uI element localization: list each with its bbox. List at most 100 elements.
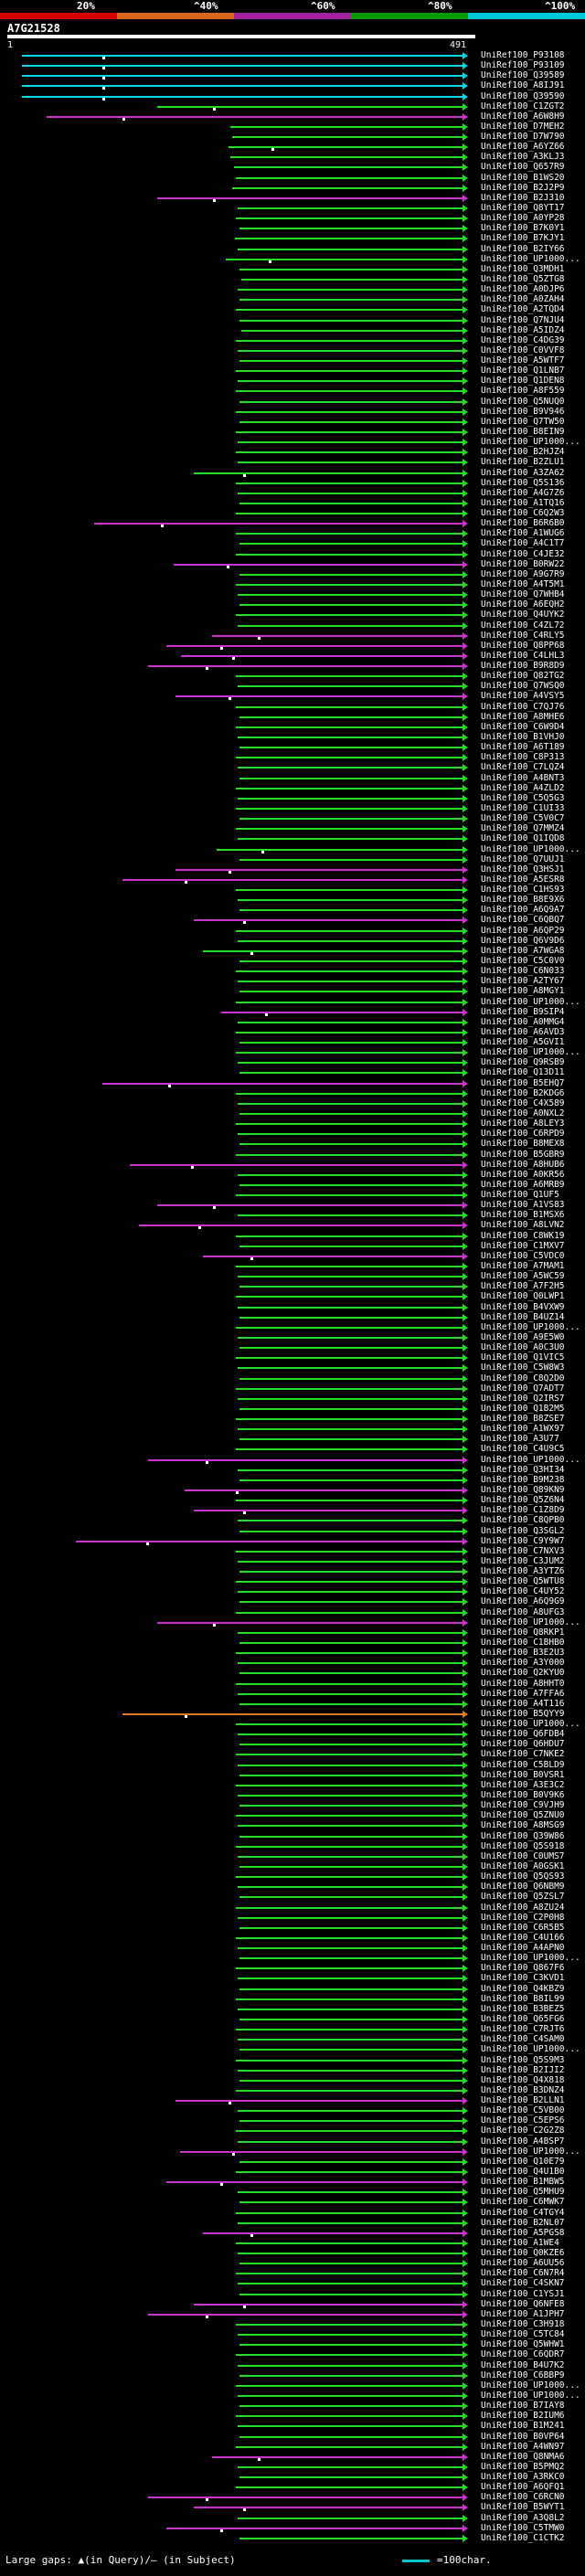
hit-row[interactable]: UniRef100_Q5ZSL7 — [0, 1892, 585, 1902]
hit-label[interactable]: UniRef100_Q5QS93 — [481, 1871, 565, 1882]
hit-row[interactable]: UniRef100_A9G7R9 — [0, 569, 585, 579]
hit-row[interactable]: UniRef100_A8HHT0 — [0, 1678, 585, 1689]
hit-row[interactable]: UniRef100_Q5ZTG8 — [0, 274, 585, 284]
hit-row[interactable]: UniRef100_UP1000... — [0, 1719, 585, 1729]
hit-label[interactable]: UniRef100_Q5S9M3 — [481, 2054, 565, 2065]
hit-label[interactable]: UniRef100_A5WTF7 — [481, 355, 565, 366]
hit-label[interactable]: UniRef100_Q7TW50 — [481, 416, 565, 427]
hit-row[interactable]: UniRef100_Q3SGL2 — [0, 1525, 585, 1536]
hit-row[interactable]: UniRef100_B8MEX8 — [0, 1139, 585, 1150]
hit-row[interactable]: UniRef100_B5GBR9 — [0, 1150, 585, 1160]
hit-row[interactable]: UniRef100_B0V9K6 — [0, 1790, 585, 1800]
hit-label[interactable]: UniRef100_Q6HDU7 — [481, 1739, 565, 1750]
hit-row[interactable]: UniRef100_B8EIN9 — [0, 427, 585, 437]
hit-label[interactable]: UniRef100_C4TGY4 — [481, 2207, 565, 2218]
hit-label[interactable]: UniRef100_Q8YT17 — [481, 203, 565, 214]
hit-row[interactable]: UniRef100_A3ZA62 — [0, 468, 585, 478]
hit-label[interactable]: UniRef100_A8HHT0 — [481, 1678, 565, 1689]
hit-label[interactable]: UniRef100_A5WC59 — [481, 1271, 565, 1282]
hit-label[interactable]: UniRef100_A7MAM1 — [481, 1261, 565, 1272]
hit-label[interactable]: UniRef100_A0C3U0 — [481, 1342, 565, 1353]
hit-label[interactable]: UniRef100_A0DJP6 — [481, 284, 565, 295]
hit-label[interactable]: UniRef100_A6UU56 — [481, 2258, 565, 2269]
hit-label[interactable]: UniRef100_C4JE32 — [481, 548, 565, 559]
hit-row[interactable]: UniRef100_A4WN97 — [0, 2442, 585, 2452]
hit-row[interactable]: UniRef100_C6RPD9 — [0, 1129, 585, 1139]
hit-label[interactable]: UniRef100_A0ZAH4 — [481, 294, 565, 305]
hit-row[interactable]: UniRef100_A3Q8L2 — [0, 2513, 585, 2523]
hit-row[interactable]: UniRef100_Q39590 — [0, 91, 585, 101]
hit-row[interactable]: UniRef100_B2J310 — [0, 193, 585, 203]
hit-label[interactable]: UniRef100_Q1LNB7 — [481, 366, 565, 376]
hit-row[interactable]: UniRef100_C4U166 — [0, 1933, 585, 1943]
hit-row[interactable]: UniRef100_A0DJP6 — [0, 284, 585, 295]
hit-label[interactable]: UniRef100_A8MGY1 — [481, 986, 565, 997]
hit-label[interactable]: UniRef100_Q1VIC5 — [481, 1352, 565, 1363]
hit-row[interactable]: UniRef100_A4BNT3 — [0, 773, 585, 783]
hit-row[interactable]: UniRef100_B3DNZ4 — [0, 2085, 585, 2095]
hit-row[interactable]: UniRef100_B2HJZ4 — [0, 447, 585, 458]
hit-label[interactable]: UniRef100_B8MEX8 — [481, 1139, 565, 1150]
hit-label[interactable]: UniRef100_Q6FDB4 — [481, 1729, 565, 1740]
hit-label[interactable]: UniRef100_Q82TG2 — [481, 671, 565, 682]
hit-row[interactable]: UniRef100_C9Y9W7 — [0, 1535, 585, 1546]
hit-label[interactable]: UniRef100_C3JUM2 — [481, 1555, 565, 1566]
hit-row[interactable]: UniRef100_Q657R9 — [0, 162, 585, 172]
hit-row[interactable]: UniRef100_A4BSP7 — [0, 2136, 585, 2147]
hit-row[interactable]: UniRef100_UP1000... — [0, 2147, 585, 2157]
hit-label[interactable]: UniRef100_C5VDC0 — [481, 1250, 565, 1261]
hit-label[interactable]: UniRef100_A5IDZ4 — [481, 324, 565, 335]
hit-label[interactable]: UniRef100_Q3SGL2 — [481, 1525, 565, 1536]
hit-label[interactable]: UniRef100_A4T5M1 — [481, 579, 565, 589]
hit-row[interactable]: UniRef100_A6YZ66 — [0, 142, 585, 152]
hit-row[interactable]: UniRef100_Q3MDH1 — [0, 264, 585, 274]
hit-label[interactable]: UniRef100_Q65FG6 — [481, 2013, 565, 2024]
hit-row[interactable]: UniRef100_A1JPH7 — [0, 2308, 585, 2319]
hit-label[interactable]: UniRef100_B2HJZ4 — [481, 447, 565, 458]
hit-label[interactable]: UniRef100_C4SKN7 — [481, 2278, 565, 2289]
hit-label[interactable]: UniRef100_A4G7Z6 — [481, 487, 565, 498]
hit-label[interactable]: UniRef100_Q1DEN8 — [481, 376, 565, 387]
hit-row[interactable]: UniRef100_B8E9X6 — [0, 895, 585, 905]
hit-label[interactable]: UniRef100_Q5S136 — [481, 477, 565, 488]
hit-label[interactable]: UniRef100_Q39589 — [481, 70, 565, 81]
hit-label[interactable]: UniRef100_UP1000... — [481, 843, 580, 854]
hit-label[interactable]: UniRef100_Q0KZE6 — [481, 2248, 565, 2259]
hit-row[interactable]: UniRef100_C1UI33 — [0, 803, 585, 813]
hit-label[interactable]: UniRef100_C9Y9W7 — [481, 1535, 565, 1546]
hit-row[interactable]: UniRef100_A0KR56 — [0, 1170, 585, 1180]
hit-row[interactable]: UniRef100_C4DG39 — [0, 335, 585, 345]
hit-row[interactable]: UniRef100_Q1B2M5 — [0, 1404, 585, 1414]
hit-label[interactable]: UniRef100_C7NKE2 — [481, 1749, 565, 1760]
hit-label[interactable]: UniRef100_C5TMW0 — [481, 2522, 565, 2533]
hit-row[interactable]: UniRef100_C4TGY4 — [0, 2207, 585, 2218]
hit-row[interactable]: UniRef100_A7F2H5 — [0, 1281, 585, 1291]
hit-label[interactable]: UniRef100_C8P313 — [481, 752, 565, 763]
hit-label[interactable]: UniRef100_UP1000... — [481, 1454, 580, 1465]
hit-row[interactable]: UniRef100_C4X589 — [0, 1098, 585, 1108]
hit-label[interactable]: UniRef100_C7RJT6 — [481, 2024, 565, 2035]
hit-label[interactable]: UniRef100_Q39W86 — [481, 1830, 565, 1841]
hit-label[interactable]: UniRef100_D7MEH2 — [481, 121, 565, 132]
hit-row[interactable]: UniRef100_A5WC59 — [0, 1271, 585, 1282]
hit-label[interactable]: UniRef100_UP1000... — [481, 1047, 580, 1058]
hit-label[interactable]: UniRef100_UP1000... — [481, 996, 580, 1007]
hit-row[interactable]: UniRef100_Q6NFE8 — [0, 2299, 585, 2309]
hit-label[interactable]: UniRef100_A1JPH7 — [481, 2308, 565, 2319]
hit-row[interactable]: UniRef100_B2ZLU1 — [0, 457, 585, 467]
hit-row[interactable]: UniRef100_P93108 — [0, 51, 585, 60]
hit-row[interactable]: UniRef100_Q4U1B0 — [0, 2167, 585, 2177]
hit-label[interactable]: UniRef100_C6N033 — [481, 966, 565, 977]
hit-row[interactable]: UniRef100_B6R6B0 — [0, 518, 585, 529]
hit-label[interactable]: UniRef100_B6R6B0 — [481, 518, 565, 529]
hit-row[interactable]: UniRef100_UP1000... — [0, 1617, 585, 1627]
hit-row[interactable]: UniRef100_Q7TW50 — [0, 416, 585, 427]
hit-label[interactable]: UniRef100_B9R8D9 — [481, 661, 565, 672]
hit-row[interactable]: UniRef100_C4SKN7 — [0, 2278, 585, 2289]
hit-label[interactable]: UniRef100_C5C0V0 — [481, 955, 565, 966]
hit-row[interactable]: UniRef100_A0GSK1 — [0, 1861, 585, 1871]
hit-label[interactable]: UniRef100_B2KDG6 — [481, 1087, 565, 1098]
hit-row[interactable]: UniRef100_C0UMS7 — [0, 1851, 585, 1861]
hit-label[interactable]: UniRef100_C5TC84 — [481, 2329, 565, 2340]
hit-label[interactable]: UniRef100_A7FFA6 — [481, 1688, 565, 1699]
